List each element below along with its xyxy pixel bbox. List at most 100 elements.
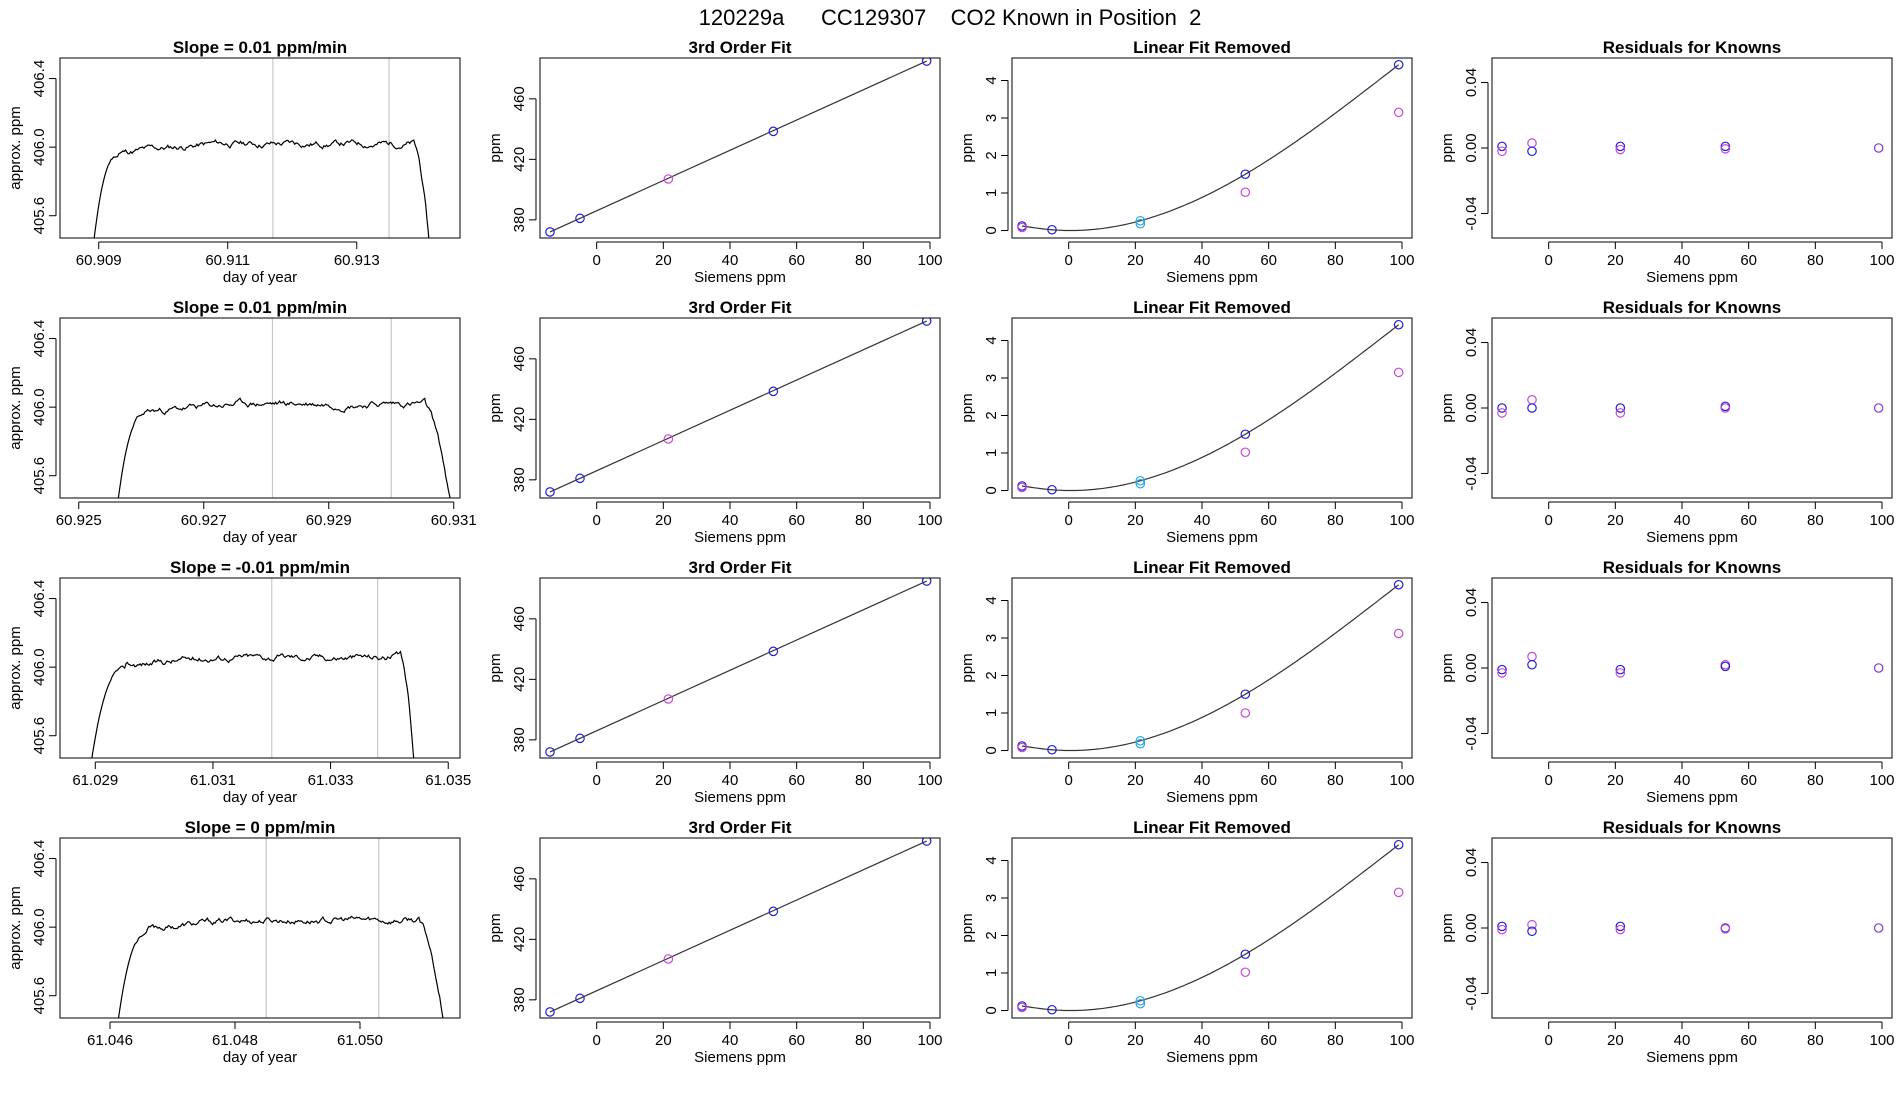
data-point — [663, 954, 674, 964]
data-point — [1393, 628, 1404, 639]
plot-frame — [1011, 57, 1413, 239]
panel-title: Linear Fit Removed — [1133, 38, 1291, 57]
fit-curve — [1021, 64, 1400, 232]
y-tick-label: 406.0 — [31, 648, 48, 686]
x-tick-label: 80 — [1327, 1032, 1344, 1049]
panel-1-2: 3rd Order Fit 0 20 40 60 80 100 Siemens ppm 380 4… — [487, 38, 943, 286]
y-tick-label: 406.4 — [31, 60, 48, 98]
y-axis-label: approx. ppm — [7, 886, 24, 969]
data-point — [1497, 921, 1507, 932]
y-axis-label: ppm — [487, 913, 504, 942]
data-point — [1527, 395, 1537, 405]
data-point — [1240, 169, 1251, 180]
panel-title: 3rd Order Fit — [689, 298, 792, 317]
panel-3-4: Residuals for Knowns 0 20 40 60 80 100 Siemens … — [1439, 558, 1895, 806]
x-tick-label: 80 — [855, 512, 872, 529]
plot-area — [545, 578, 932, 757]
y-tick-label: 0 — [983, 486, 1000, 494]
data-point — [1873, 923, 1884, 933]
data-point — [663, 174, 674, 184]
plot-area — [1017, 319, 1404, 495]
data-point — [1873, 403, 1884, 413]
x-tick-label: 60 — [1260, 1032, 1277, 1049]
panel-title: Residuals for Knowns — [1603, 818, 1782, 837]
x-tick-label: 80 — [1807, 252, 1824, 269]
plot-area — [1017, 579, 1404, 755]
x-tick-label: 60 — [1740, 772, 1757, 789]
y-tick-label: 0.04 — [1463, 848, 1480, 877]
y-tick-label: 406.4 — [31, 840, 48, 878]
x-tick-label: 0 — [1064, 772, 1072, 789]
y-tick-label: 1 — [983, 449, 1000, 457]
panel-4-1: Slope = 0 ppm/min 61.046 61.048 61.050 day o… — [7, 818, 461, 1066]
data-point — [1393, 367, 1404, 378]
y-axis-label: ppm — [1439, 653, 1456, 682]
data-point — [1240, 429, 1251, 440]
plot-area — [1017, 839, 1404, 1015]
x-axis-label: Siemens ppm — [694, 529, 786, 546]
x-tick-label: 20 — [1607, 772, 1624, 789]
plot-frame — [1491, 317, 1893, 499]
data-point — [1393, 579, 1404, 590]
x-tick-label: 20 — [1607, 252, 1624, 269]
x-tick-label: 40 — [1194, 252, 1211, 269]
plot-frame — [1491, 837, 1893, 1019]
data-point — [1527, 919, 1537, 930]
series-trace — [91, 650, 415, 758]
x-tick-label: 60 — [788, 252, 805, 269]
y-tick-label: 0 — [983, 1006, 1000, 1014]
y-tick-label: -0.04 — [1463, 196, 1480, 230]
panel-title: Residuals for Knowns — [1603, 558, 1782, 577]
data-point — [1720, 661, 1731, 672]
x-axis-label: day of year — [223, 529, 297, 546]
data-point — [1615, 924, 1626, 935]
y-tick-label: 3 — [983, 374, 1000, 382]
x-axis-label: Siemens ppm — [1166, 269, 1258, 286]
fit-curve — [1021, 584, 1400, 752]
x-tick-label: 0 — [1544, 1032, 1552, 1049]
y-axis-label: ppm — [1439, 393, 1456, 422]
x-tick-label: 20 — [1607, 512, 1624, 529]
x-tick-label: 80 — [1327, 252, 1344, 269]
data-point — [1240, 187, 1251, 198]
panel-1-4: Residuals for Knowns 0 20 40 60 80 100 Siemens … — [1439, 38, 1895, 286]
plot-frame — [1491, 57, 1893, 239]
data-point — [921, 58, 932, 66]
x-tick-label: 80 — [855, 252, 872, 269]
data-point — [1393, 319, 1404, 330]
x-tick-label: 0 — [1064, 252, 1072, 269]
x-tick-label: 100 — [1869, 1032, 1894, 1049]
panel-title: Slope = -0.01 ppm/min — [170, 558, 350, 577]
x-tick-label: 60 — [788, 772, 805, 789]
y-tick-label: 0 — [983, 226, 1000, 234]
x-tick-label: 61.031 — [190, 772, 236, 789]
y-axis-label: approx. ppm — [7, 366, 24, 449]
x-tick-label: 40 — [1674, 772, 1691, 789]
data-point — [1393, 887, 1404, 898]
data-point — [921, 838, 932, 846]
panel-title: Residuals for Knowns — [1603, 38, 1782, 57]
x-tick-label: 60 — [1260, 772, 1277, 789]
x-tick-label: 60.929 — [306, 512, 352, 529]
x-tick-label: 80 — [1327, 772, 1344, 789]
panel-title: 3rd Order Fit — [689, 818, 792, 837]
data-point — [1615, 668, 1626, 678]
x-tick-label: 0 — [592, 1032, 600, 1049]
x-tick-label: 100 — [1869, 512, 1894, 529]
x-tick-label: 61.033 — [308, 772, 354, 789]
panel-title: Slope = 0 ppm/min — [185, 818, 336, 837]
y-tick-label: 2 — [983, 411, 1000, 419]
data-point — [1497, 668, 1507, 678]
x-tick-label: 40 — [1194, 512, 1211, 529]
x-tick-label: 100 — [1869, 772, 1894, 789]
plot-frame — [1491, 577, 1893, 759]
x-tick-label: 100 — [917, 1032, 942, 1049]
data-point — [1393, 107, 1404, 118]
panels: Slope = 0.01 ppm/min 60.909 60.911 60.913 da… — [7, 38, 1895, 1066]
data-point — [768, 646, 779, 657]
plot-area — [1017, 59, 1404, 235]
data-point — [1047, 744, 1057, 755]
data-point — [1017, 482, 1027, 493]
data-point — [1135, 995, 1146, 1006]
